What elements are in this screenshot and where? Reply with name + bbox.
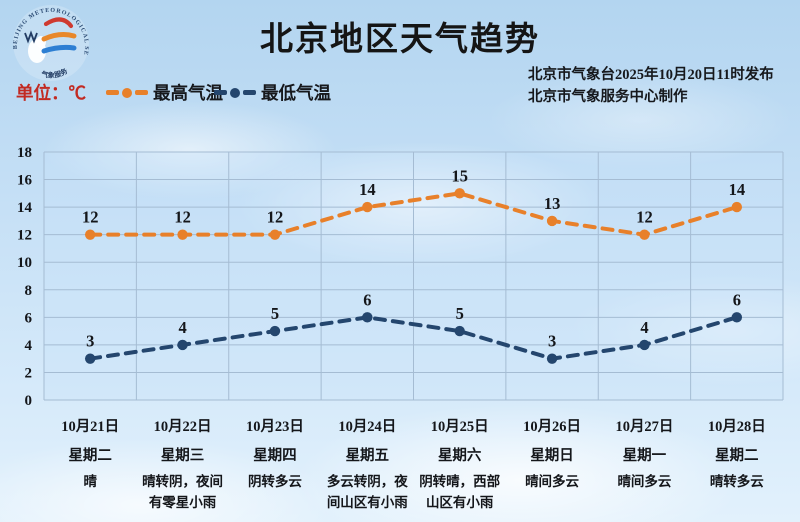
y-tick-label: 10	[17, 255, 32, 271]
x-axis-day-columns: 10月21日 星期二 晴 10月22日 星期三 晴转阴，夜间有零星小雨 10月2…	[44, 406, 783, 513]
y-tick-label: 8	[25, 283, 33, 299]
day-date: 10月23日	[245, 419, 304, 435]
y-tick-label: 14	[17, 200, 33, 216]
legend-item-high-temp: 最高气温	[106, 80, 223, 105]
day-date: 10月22日	[153, 419, 212, 435]
data-point	[84, 353, 96, 364]
data-label: 12	[174, 208, 191, 227]
data-label: 4	[640, 318, 648, 337]
data-point	[177, 339, 188, 351]
day-weekday: 星期四	[253, 448, 297, 464]
legend-label-low: 最低气温	[261, 83, 331, 103]
data-point	[546, 215, 558, 227]
data-point	[362, 312, 373, 323]
data-label: 4	[178, 318, 186, 337]
data-point	[454, 325, 465, 337]
data-label: 14	[359, 180, 376, 199]
legend-label-high: 最高气温	[153, 83, 223, 103]
y-tick-label: 6	[25, 310, 33, 326]
y-tick-label: 2	[25, 365, 33, 381]
y-tick-label: 0	[25, 393, 33, 409]
data-label: 5	[456, 304, 464, 323]
data-label: 13	[544, 194, 561, 213]
data-point	[454, 188, 465, 199]
day-column-4: 10月24日 星期五 多云转阴，夜间山区有小雨	[321, 406, 413, 513]
high-temp-line-icon	[106, 87, 148, 98]
data-label: 6	[363, 290, 371, 309]
day-date: 10月25日	[430, 419, 489, 435]
y-tick-label: 18	[17, 145, 32, 161]
series-line-0	[88, 191, 739, 237]
low-temp-line-icon	[214, 87, 256, 98]
series-line-1	[88, 315, 739, 361]
day-column-1: 10月21日 星期二 晴	[44, 406, 136, 513]
day-date: 10月24日	[338, 419, 397, 435]
day-weekday: 星期日	[530, 448, 574, 464]
data-point	[269, 229, 281, 240]
data-label: 12	[82, 208, 99, 227]
day-weather: 晴转阴，夜间有零星小雨	[142, 474, 224, 510]
day-column-2: 10月22日 星期三 晴转阴，夜间有零星小雨	[136, 406, 228, 513]
day-date: 10月27日	[615, 419, 674, 435]
day-weekday: 星期六	[437, 448, 482, 464]
day-weekday: 星期一	[622, 448, 667, 464]
data-label: 3	[86, 332, 94, 351]
data-label: 14	[729, 180, 746, 199]
day-date: 10月21日	[61, 419, 120, 435]
day-column-8: 10月28日 星期二 晴转多云	[691, 406, 783, 513]
data-point	[269, 325, 281, 337]
page-title: 北京地区天气趋势	[260, 22, 540, 58]
data-point	[84, 229, 96, 240]
day-date: 10月28日	[707, 419, 766, 435]
data-label: 3	[548, 332, 556, 351]
day-column-6: 10月26日 星期日 晴间多云	[506, 406, 598, 513]
unit-label: 单位：℃	[16, 83, 86, 103]
data-label: 6	[733, 290, 741, 309]
logo-red-swoosh	[43, 17, 74, 29]
day-column-5: 10月25日 星期六 阴转晴，西部山区有小雨	[414, 406, 506, 513]
day-weather: 晴间多云	[525, 474, 580, 489]
day-weather: 晴间多云	[617, 474, 672, 489]
day-weather: 阴转晴，西部山区有小雨	[419, 474, 501, 510]
day-column-7: 10月27日 星期一 晴间多云	[598, 406, 690, 513]
data-label: 5	[271, 304, 279, 323]
data-point	[731, 201, 743, 213]
y-tick-label: 16	[17, 173, 33, 189]
issuer-line-2: 北京市气象服务中心制作	[528, 89, 688, 105]
legend-row: 单位：℃ 最高气温 最低气温	[0, 78, 800, 104]
legend-item-low-temp: 最低气温	[214, 80, 331, 105]
day-weekday: 星期二	[715, 448, 759, 464]
data-label: 12	[267, 208, 284, 227]
day-column-3: 10月23日 星期四 阴转多云	[229, 406, 321, 513]
day-weather: 多云转阴，夜间山区有小雨	[326, 474, 408, 510]
data-point	[639, 229, 650, 240]
data-point	[546, 353, 558, 364]
data-point	[639, 339, 650, 351]
issuer-line-1: 北京市气象台2025年10月20日11时发布	[528, 67, 774, 83]
y-tick-label: 4	[25, 338, 33, 354]
data-point	[731, 312, 743, 323]
issuer-info: 北京市气象台2025年10月20日11时发布 北京市气象服务中心制作	[528, 64, 790, 108]
day-weather: 晴	[83, 474, 97, 489]
data-point	[177, 229, 188, 240]
day-weekday: 星期五	[345, 448, 390, 464]
meteorological-service-logo: BEIJING METEOROLOGICAL SERVICE 气象服务	[10, 2, 89, 81]
day-weekday: 星期三	[160, 448, 205, 464]
day-weather: 晴转多云	[709, 474, 764, 489]
day-weather: 阴转多云	[247, 474, 302, 489]
logo-blue-swoosh	[41, 44, 77, 54]
logo-w-mark	[24, 30, 38, 44]
data-label: 15	[451, 166, 468, 185]
data-label: 12	[636, 208, 653, 227]
day-weekday: 星期二	[68, 448, 112, 464]
logo-orange-swoosh	[41, 32, 77, 42]
data-point	[362, 201, 373, 213]
day-date: 10月26日	[523, 419, 582, 435]
y-tick-label: 12	[17, 228, 32, 244]
